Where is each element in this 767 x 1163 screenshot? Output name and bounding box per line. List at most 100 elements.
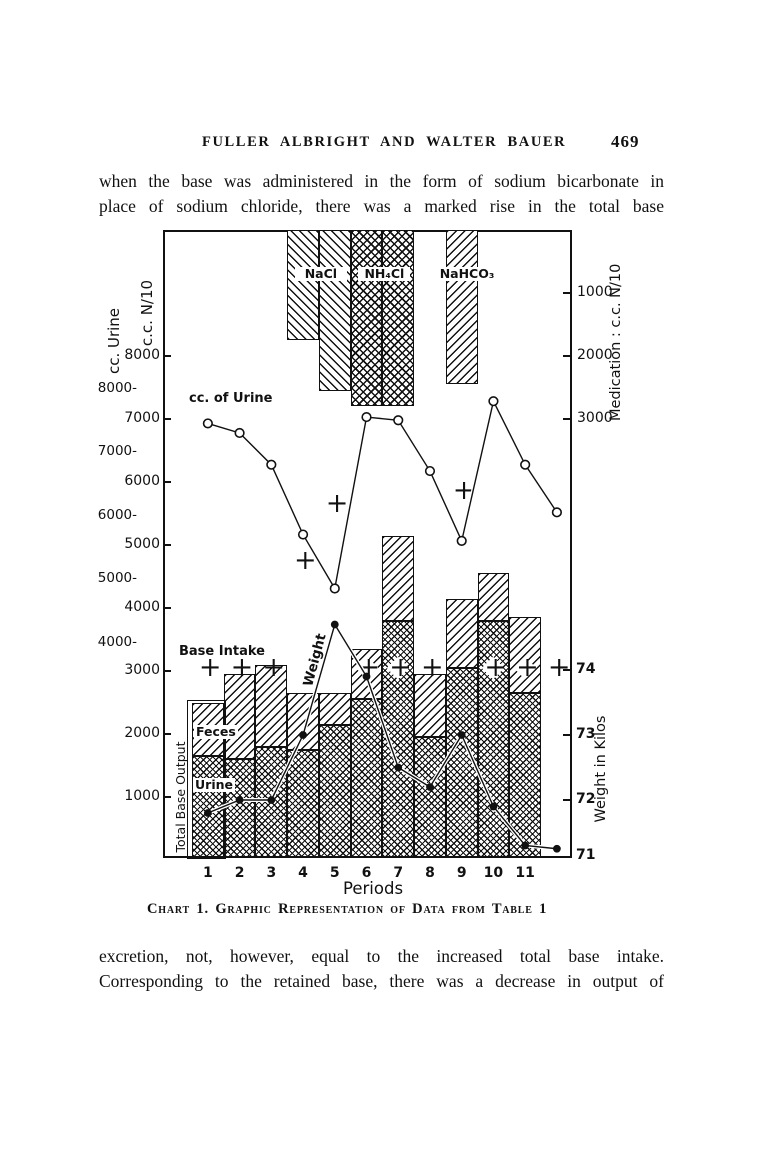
weight-line-point xyxy=(394,763,403,772)
x-tick-label: 5 xyxy=(329,865,340,881)
medication-bar-NaHCO₃ xyxy=(445,230,478,385)
left-axis-tick-label: 3000 xyxy=(124,662,160,678)
bar-urine xyxy=(445,667,478,857)
bar-feces xyxy=(509,617,542,694)
medication-bar-NH₄Cl xyxy=(382,230,415,407)
weight-axis-tick xyxy=(563,799,572,801)
urine-axis-tick-label: 6000- xyxy=(97,506,137,523)
bar-feces xyxy=(223,674,256,760)
base-intake-plus: + xyxy=(420,651,444,683)
urine-line-point xyxy=(424,465,436,477)
weight-line-point xyxy=(489,802,498,811)
urine-line-point xyxy=(234,427,245,439)
urine-line-point xyxy=(488,396,499,407)
bar-feces xyxy=(414,674,446,738)
left-axis-tick xyxy=(163,418,171,420)
left-axis-tick xyxy=(163,544,171,546)
x-tick-label: 9 xyxy=(456,865,467,881)
left-axis-tick xyxy=(163,733,171,735)
bar-feces xyxy=(318,693,351,725)
paragraph-top-line-2: place of sodium chloride, there was a ma… xyxy=(99,195,664,216)
paragraph-top-line-1: when the base was administered in the fo… xyxy=(99,171,664,191)
urine-axis-tick-label: 8000- xyxy=(97,379,137,396)
running-header: FULLER ALBRIGHT AND WALTER BAUER xyxy=(202,134,567,150)
x-tick-label: 6 xyxy=(361,865,372,881)
medication-axis-tick-label: 1000 xyxy=(577,284,613,300)
weight-axis-tick xyxy=(563,669,572,671)
left-axis-tick-label: 4000 xyxy=(124,599,160,615)
left-axis-tick xyxy=(163,481,171,483)
x-tick-label: 1 xyxy=(202,865,213,881)
left-axis-tick xyxy=(163,796,171,798)
bar-urine xyxy=(414,737,446,857)
urine-line-point xyxy=(266,459,277,470)
left-axis-tick-label: 6000 xyxy=(124,473,160,489)
figure-caption: Chart 1. Graphic Representation of Data … xyxy=(147,901,548,917)
weight-axis-tick xyxy=(563,734,572,736)
bar-urine xyxy=(350,699,383,857)
x-tick-label: 11 xyxy=(515,865,535,881)
urine-line-point xyxy=(297,529,309,540)
base-intake-label: Base Intake xyxy=(179,644,265,659)
weight-axis-title: Weight in Kilos xyxy=(593,715,609,823)
urine-line-point xyxy=(202,418,213,429)
bar-urine xyxy=(318,724,351,857)
medication-bar-label: NaCl xyxy=(294,267,347,281)
medication-bar-label: NaHCO₃ xyxy=(437,266,495,281)
bar-feces xyxy=(255,664,288,747)
urine-label: Urine xyxy=(193,777,235,792)
urine-line-point xyxy=(361,411,372,423)
base-intake-plus: + xyxy=(294,544,317,576)
base-intake-plus: + xyxy=(262,651,285,683)
base-intake-plus: + xyxy=(516,651,539,683)
medication-bar-NaCl xyxy=(318,230,351,391)
weight-axis-tick-label: 72 xyxy=(576,791,596,807)
weight-line-point xyxy=(552,844,561,853)
base-intake-plus: + xyxy=(230,651,254,683)
base-intake-plus: + xyxy=(389,651,412,683)
lines-overlay xyxy=(202,395,562,853)
medication-axis-tick-label: 2000 xyxy=(577,347,613,363)
medication-bar-NH₄Cl xyxy=(350,230,383,407)
weight-line-point xyxy=(330,620,339,629)
urine-line-point xyxy=(329,583,340,594)
weight-line-point xyxy=(203,809,212,817)
x-tick-label: 3 xyxy=(266,865,277,881)
base-intake-plus: + xyxy=(198,651,222,683)
base-intake-plus: + xyxy=(484,651,508,683)
weight-axis-tick-label: 74 xyxy=(576,661,596,677)
urine-line-point xyxy=(520,459,531,470)
urine-line-point xyxy=(456,535,467,547)
paragraph-bottom-line-2: Corresponding to the retained base, ther… xyxy=(99,970,664,991)
medication-bar-NaCl xyxy=(287,230,319,341)
urine-line-label: cc. of Urine xyxy=(189,391,273,406)
left-axis-tick-label: 2000 xyxy=(124,725,160,741)
left-axis-tick-label: 5000 xyxy=(124,536,160,552)
feces-label: Feces xyxy=(194,724,238,739)
urine-axis-tick-label: 7000- xyxy=(97,443,137,459)
left-axis-tick-label: 7000 xyxy=(124,410,160,426)
bar-feces xyxy=(477,573,510,621)
left-axis-tick xyxy=(163,670,171,672)
bar-feces xyxy=(382,535,415,621)
weight-line-point xyxy=(267,796,276,804)
bar-urine xyxy=(509,693,542,857)
weight-line-point xyxy=(521,841,530,850)
x-tick-label: 8 xyxy=(425,865,435,881)
weight-line-point xyxy=(235,796,244,804)
weight-axis-tick-label: 71 xyxy=(576,847,596,863)
x-tick-label: 7 xyxy=(393,865,404,881)
bar-urine xyxy=(287,749,319,857)
base-intake-plus: + xyxy=(547,651,571,683)
urine-line-point xyxy=(551,507,562,518)
urine-line-point xyxy=(393,415,404,426)
paragraph-bottom: excretion, not, however, equal to the in… xyxy=(99,944,664,993)
medication-axis-title: Medication : c.c. N/10 xyxy=(608,263,624,421)
base-intake-plus: + xyxy=(325,488,349,520)
weight-line-point xyxy=(457,731,466,739)
urine-axis-tick-label: 4000- xyxy=(97,633,137,650)
bar-feces xyxy=(445,598,478,668)
weight-line-point xyxy=(362,672,371,681)
